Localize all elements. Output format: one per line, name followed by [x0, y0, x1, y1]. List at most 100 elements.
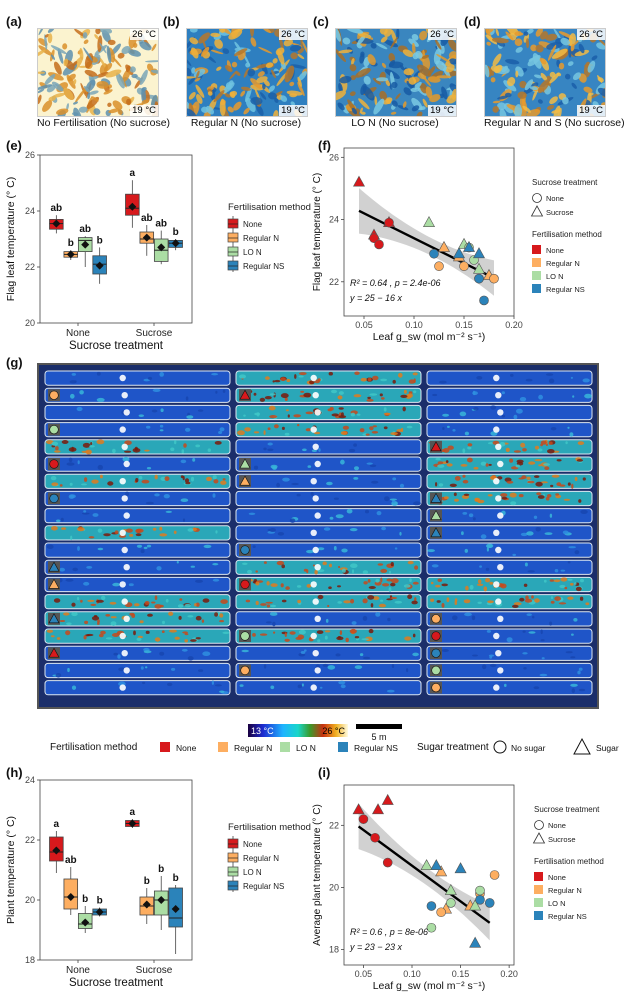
canopy-spot	[59, 620, 66, 622]
canopy-spot	[112, 582, 121, 587]
canopy-spot	[525, 595, 529, 600]
canopy-spot	[477, 601, 482, 604]
canopy-spot	[67, 667, 70, 673]
leaf-blob	[448, 51, 456, 60]
y-tick-label: 24	[329, 215, 339, 225]
canopy-spot	[369, 464, 377, 468]
field-plot-strip	[44, 490, 231, 507]
field-plot-strip	[426, 422, 593, 438]
canopy-spot	[98, 633, 104, 638]
leaf-blob	[89, 75, 99, 81]
canopy-spot	[145, 630, 150, 634]
canopy-spot	[540, 629, 543, 635]
canopy-spot	[550, 427, 557, 431]
canopy-spot	[489, 663, 497, 668]
canopy-spot	[122, 456, 130, 462]
canopy-spot	[323, 527, 331, 531]
canopy-spot	[192, 458, 196, 462]
canopy-spot	[103, 533, 111, 537]
leaf-blob	[218, 29, 226, 33]
canopy-spot	[297, 423, 300, 427]
canopy-spot	[337, 395, 343, 400]
canopy-spot	[513, 450, 521, 453]
canopy-spot	[46, 629, 54, 633]
leaf-blob	[412, 52, 419, 60]
leaf-blob	[117, 109, 123, 115]
canopy-spot	[549, 513, 553, 518]
canopy-spot	[97, 464, 103, 470]
canopy-spot	[559, 484, 566, 487]
legend-label: None	[243, 840, 263, 849]
canopy-spot	[61, 440, 69, 444]
data-point-circle	[475, 895, 485, 905]
canopy-spot	[298, 629, 306, 635]
x-tick-label: None	[66, 328, 90, 339]
canopy-spot	[281, 564, 285, 569]
canopy-spot	[523, 667, 527, 670]
significance-letter: b	[97, 896, 103, 907]
canopy-spot	[383, 426, 388, 430]
canopy-spot	[501, 391, 505, 395]
canopy-spot	[413, 501, 421, 506]
field-plot-strip	[426, 680, 593, 696]
canopy-spot	[506, 480, 514, 484]
canopy-spot	[336, 636, 344, 641]
leaf-blob	[519, 80, 527, 89]
canopy-spot	[181, 449, 185, 454]
field-thermal-image	[37, 363, 599, 709]
canopy-spot	[551, 474, 560, 478]
canopy-spot	[584, 393, 592, 399]
leaf-blob	[381, 62, 387, 68]
field-plot-strip	[426, 387, 593, 403]
box-none-regular-ns: b	[92, 896, 107, 917]
leaf-blob	[379, 90, 387, 101]
field-plot-strip	[426, 611, 593, 627]
plot-tag	[310, 529, 317, 536]
leaf-blob	[435, 60, 447, 71]
canopy-spot	[490, 405, 497, 410]
x-tick-label: 0.05	[355, 320, 373, 330]
leaf-blob	[223, 82, 235, 93]
leaf-blob	[250, 37, 257, 47]
canopy-spot	[280, 377, 286, 382]
canopy-spot	[328, 371, 333, 376]
leaf-blob	[522, 105, 532, 113]
leaf-blob	[187, 67, 192, 77]
field-marker-triangle	[239, 475, 251, 486]
canopy-spot	[414, 565, 419, 570]
canopy-spot	[464, 431, 469, 436]
canopy-spot	[509, 492, 517, 498]
leaf-blob	[216, 66, 222, 71]
colorbar-high-label: 26 °C	[322, 726, 345, 736]
canopy-spot	[570, 656, 576, 659]
leaf-blob	[219, 98, 226, 116]
leaf-blob	[350, 75, 356, 81]
leaf-blob	[44, 34, 48, 50]
canopy-spot	[239, 684, 244, 687]
leaf-blob	[107, 102, 112, 107]
canopy-spot	[577, 670, 581, 675]
canopy-spot	[579, 596, 584, 601]
canopy-spot	[222, 389, 226, 393]
canopy-spot	[550, 600, 555, 604]
canopy-spot	[363, 656, 371, 660]
canopy-spot	[84, 477, 88, 482]
leaf-blob	[141, 87, 147, 92]
canopy-spot	[446, 463, 453, 467]
canopy-spot	[337, 601, 343, 604]
field-plot-strip	[44, 508, 231, 524]
leaf-blob	[390, 111, 397, 115]
canopy-spot	[548, 378, 555, 384]
leaf-blob	[505, 31, 514, 41]
canopy-spot	[485, 463, 489, 467]
leaf-blob	[485, 29, 495, 34]
leaf-blob	[99, 57, 107, 69]
leaf-blob	[357, 35, 366, 45]
field-plot-strip	[235, 680, 422, 696]
plot-tag	[497, 460, 504, 468]
leaf-blob	[539, 57, 547, 65]
canopy-spot	[359, 428, 365, 433]
canopy-spot	[518, 494, 524, 498]
plot-tag	[495, 443, 502, 450]
field-marker-triangle	[239, 389, 251, 400]
